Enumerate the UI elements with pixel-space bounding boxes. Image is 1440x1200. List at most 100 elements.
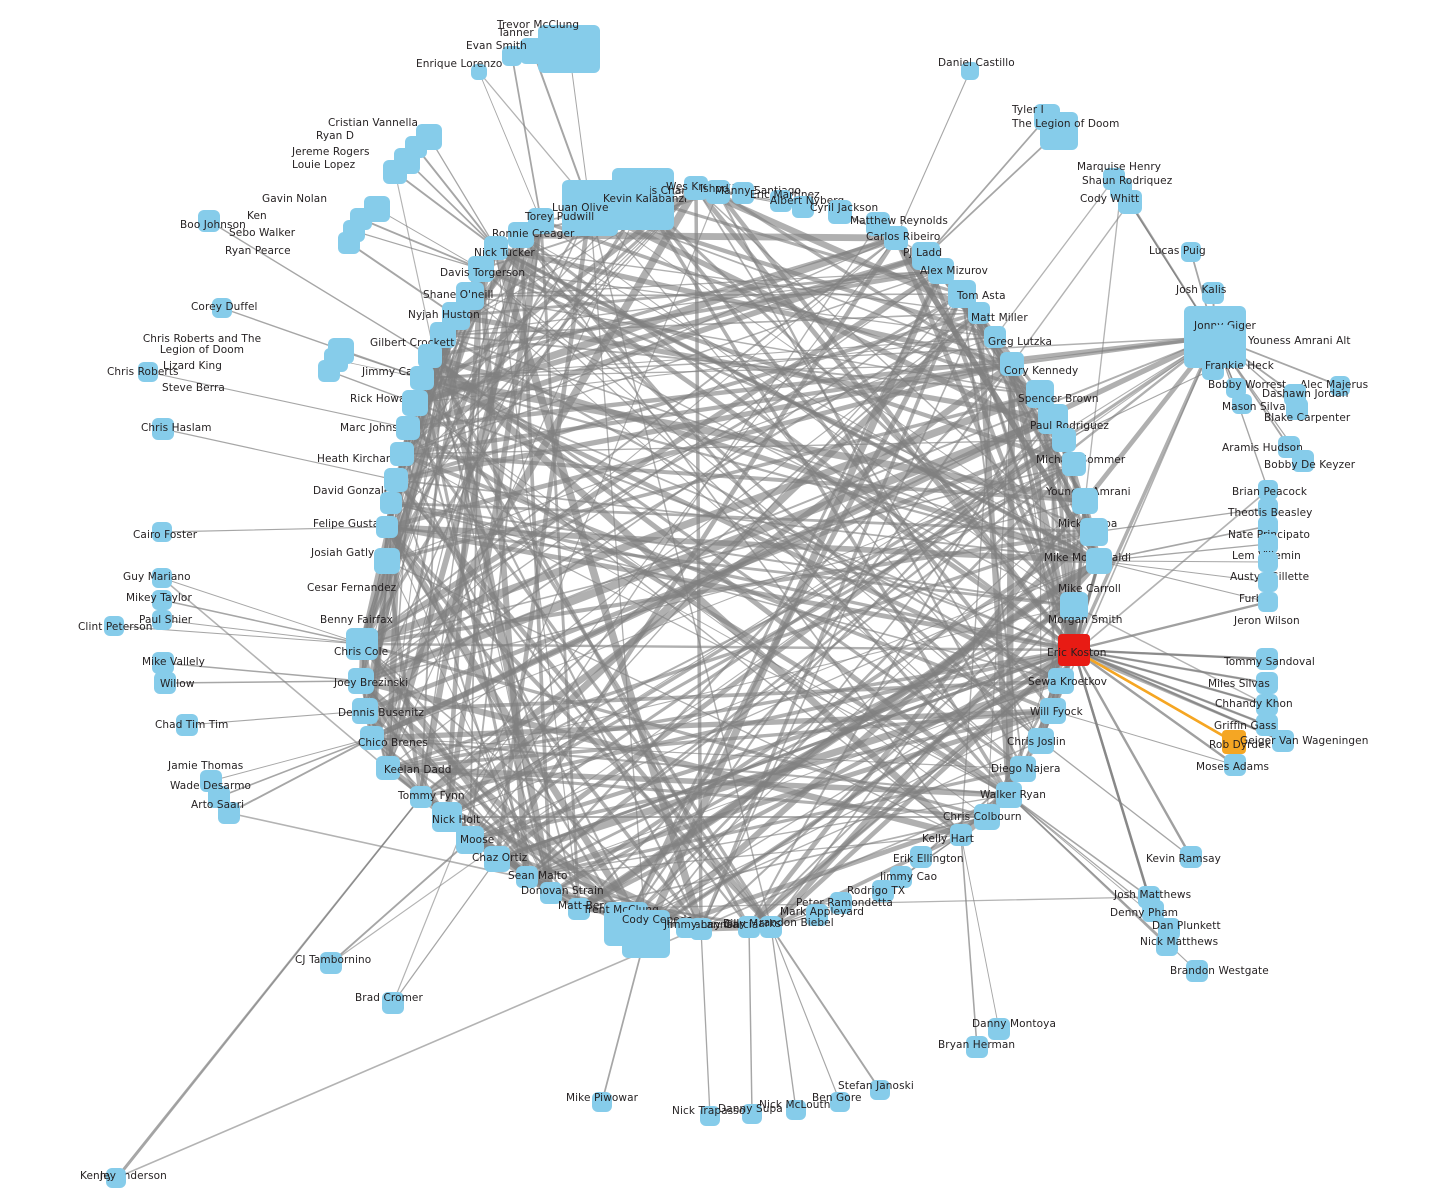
graph-node[interactable] xyxy=(410,366,434,390)
graph-node[interactable] xyxy=(1060,592,1088,620)
graph-node[interactable] xyxy=(152,610,172,630)
graph-node[interactable] xyxy=(1272,730,1294,752)
graph-node[interactable] xyxy=(1040,112,1078,150)
graph-node[interactable] xyxy=(684,176,708,200)
graph-node[interactable] xyxy=(152,522,172,542)
graph-node[interactable] xyxy=(1212,325,1234,347)
graph-node[interactable] xyxy=(152,652,174,674)
graph-node[interactable] xyxy=(516,866,538,888)
graph-node[interactable] xyxy=(1040,698,1066,724)
graph-node[interactable] xyxy=(374,548,400,574)
graph-node[interactable] xyxy=(1258,552,1278,572)
graph-node[interactable] xyxy=(218,802,240,824)
graph-node[interactable] xyxy=(928,258,954,284)
graph-node[interactable] xyxy=(830,892,852,914)
graph-node[interactable] xyxy=(104,616,124,636)
graph-node[interactable] xyxy=(984,326,1006,348)
graph-node[interactable] xyxy=(1058,634,1090,666)
graph-node[interactable] xyxy=(1000,352,1024,376)
graph-node[interactable] xyxy=(1292,450,1314,472)
graph-node[interactable] xyxy=(1010,756,1036,782)
graph-node[interactable] xyxy=(872,880,894,902)
graph-node[interactable] xyxy=(890,866,912,888)
graph-node[interactable] xyxy=(1048,668,1074,694)
graph-node[interactable] xyxy=(382,992,404,1014)
graph-node[interactable] xyxy=(1258,480,1278,500)
graph-node[interactable] xyxy=(376,516,398,538)
graph-node[interactable] xyxy=(961,62,979,80)
graph-node[interactable] xyxy=(884,226,908,250)
graph-node[interactable] xyxy=(1258,534,1278,554)
graph-node[interactable] xyxy=(380,492,402,514)
graph-node[interactable] xyxy=(1202,282,1224,304)
graph-node[interactable] xyxy=(1156,934,1178,956)
graph-node[interactable] xyxy=(1256,648,1278,670)
graph-node[interactable] xyxy=(456,826,484,854)
graph-node[interactable] xyxy=(700,1106,720,1126)
graph-node[interactable] xyxy=(508,222,534,248)
graph-node[interactable] xyxy=(742,1104,762,1124)
graph-node[interactable] xyxy=(348,668,374,694)
graph-node[interactable] xyxy=(1026,380,1054,408)
graph-node[interactable] xyxy=(1202,358,1224,380)
graph-node[interactable] xyxy=(1256,672,1278,694)
graph-node[interactable] xyxy=(950,824,972,846)
graph-node[interactable] xyxy=(538,25,600,73)
graph-node[interactable] xyxy=(760,916,782,938)
graph-node[interactable] xyxy=(520,38,546,64)
graph-node[interactable] xyxy=(676,918,696,938)
graph-node[interactable] xyxy=(738,916,760,938)
graph-node[interactable] xyxy=(212,298,232,318)
graph-node[interactable] xyxy=(910,846,932,868)
graph-node[interactable] xyxy=(1258,516,1278,536)
graph-node[interactable] xyxy=(383,160,407,184)
graph-node[interactable] xyxy=(110,1170,126,1186)
graph-node[interactable] xyxy=(320,952,342,974)
graph-node[interactable] xyxy=(471,64,487,80)
graph-node[interactable] xyxy=(974,804,1000,830)
graph-node[interactable] xyxy=(1224,754,1246,776)
graph-node[interactable] xyxy=(154,672,176,694)
graph-node[interactable] xyxy=(1256,714,1278,736)
graph-node[interactable] xyxy=(1256,694,1278,716)
graph-node[interactable] xyxy=(396,416,420,440)
graph-node[interactable] xyxy=(786,1100,806,1120)
graph-node[interactable] xyxy=(152,590,172,610)
graph-node[interactable] xyxy=(622,910,670,958)
graph-node[interactable] xyxy=(318,360,340,382)
graph-node[interactable] xyxy=(1072,488,1098,514)
graph-node[interactable] xyxy=(792,196,814,218)
graph-node[interactable] xyxy=(1062,452,1086,476)
graph-node[interactable] xyxy=(152,568,172,588)
graph-node[interactable] xyxy=(988,1018,1010,1040)
graph-node[interactable] xyxy=(390,442,414,466)
graph-node[interactable] xyxy=(1286,398,1308,420)
graph-node[interactable] xyxy=(706,180,730,204)
graph-node[interactable] xyxy=(1052,428,1076,452)
graph-node[interactable] xyxy=(592,1092,612,1112)
graph-node[interactable] xyxy=(502,46,522,66)
graph-node[interactable] xyxy=(1258,592,1278,612)
graph-node[interactable] xyxy=(384,468,408,492)
graph-node[interactable] xyxy=(376,756,400,780)
graph-node[interactable] xyxy=(1142,900,1164,922)
graph-node[interactable] xyxy=(540,882,562,904)
graph-node[interactable] xyxy=(1028,728,1054,754)
graph-node[interactable] xyxy=(1226,378,1246,398)
graph-node[interactable] xyxy=(338,232,360,254)
graph-node[interactable] xyxy=(996,782,1022,808)
graph-node[interactable] xyxy=(418,344,442,368)
graph-node[interactable] xyxy=(1180,846,1202,868)
graph-node[interactable] xyxy=(568,898,590,920)
graph-node[interactable] xyxy=(966,1036,988,1058)
graph-node[interactable] xyxy=(402,390,428,416)
graph-node[interactable] xyxy=(968,302,990,324)
graph-node[interactable] xyxy=(1080,518,1108,546)
graph-node[interactable] xyxy=(1258,498,1278,518)
graph-node[interactable] xyxy=(346,628,378,660)
graph-node[interactable] xyxy=(1181,242,1201,262)
graph-node[interactable] xyxy=(1118,190,1142,214)
graph-node[interactable] xyxy=(608,180,650,222)
graph-node[interactable] xyxy=(430,322,456,348)
